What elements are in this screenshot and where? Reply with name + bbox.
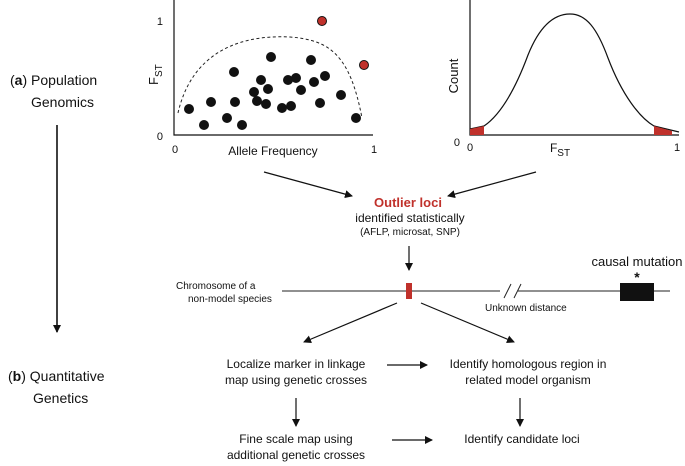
chromosome-label-line2: non-model species	[188, 294, 272, 305]
section-b-label: (b) Quantitative	[8, 368, 105, 384]
fst-scatter-plot: 1 0 0 1 Allele Frequency FST	[146, 0, 377, 158]
scatter-point	[283, 75, 293, 85]
scatter-point	[256, 75, 266, 85]
scatter-y-tick-1: 1	[157, 16, 163, 28]
outlier-point	[359, 60, 369, 70]
histogram-x-tick-1: 1	[674, 142, 680, 154]
scatter-y-axis-label: FST	[146, 64, 165, 85]
homologous-region-line1: Identify homologous region in	[450, 357, 607, 371]
section-a-line2: Genomics	[31, 94, 94, 110]
histogram-x-tick-0: 0	[467, 142, 473, 154]
histogram-x-axis-label: FST	[550, 141, 570, 159]
scatter-x-tick-1: 1	[371, 144, 377, 156]
scatter-point	[261, 99, 271, 109]
marker-to-localize-arrow	[303, 302, 398, 343]
scatter-point	[252, 96, 262, 106]
scatter-point	[336, 90, 346, 100]
scatter-y-tick-0: 0	[157, 131, 163, 143]
homologous-region-line2: related model organism	[465, 373, 590, 387]
outlier-loci-markers: (AFLP, microsat, SNP)	[360, 227, 460, 238]
chromosome: * causal mutation Chromosome of a non-mo…	[176, 254, 683, 314]
scatter-x-tick-0: 0	[172, 144, 178, 156]
scatter-point	[249, 87, 259, 97]
scatter-point	[263, 84, 273, 94]
break-mark-left	[503, 283, 512, 299]
outlier-point	[317, 16, 327, 26]
candidate-loci-text: Identify candidate loci	[464, 432, 579, 446]
scatter-point	[266, 52, 276, 62]
chromosome-label-line1: Chromosome of a	[176, 281, 256, 292]
histogram-axes	[469, 0, 679, 136]
localize-marker-line1: Localize marker in linkage	[227, 357, 366, 371]
fst-density-curve	[469, 13, 680, 133]
marker-to-homolog-arrow	[420, 302, 515, 343]
scatter-points	[184, 16, 369, 130]
scatter-point	[277, 103, 287, 113]
causal-mutation-asterisk: *	[634, 269, 640, 285]
fine-scale-map-line2: additional genetic crosses	[227, 448, 365, 462]
outlier-loci-title: Outlier loci	[374, 195, 442, 210]
scatter-point	[309, 77, 319, 87]
scatter-point	[291, 73, 301, 83]
scatter-point	[237, 120, 247, 130]
left-tail-fill	[470, 126, 484, 135]
section-b-line2: Genetics	[33, 390, 88, 406]
scatter-point	[306, 55, 316, 65]
scatter-point	[320, 71, 330, 81]
histogram-y-axis-label: Count	[446, 58, 461, 93]
scatter-point	[351, 113, 361, 123]
histogram-y-tick-0: 0	[454, 137, 460, 149]
outlier-marker	[406, 283, 412, 299]
break-mark-right	[513, 283, 522, 299]
scatter-x-axis-label: Allele Frequency	[228, 144, 317, 158]
scatter-point	[222, 113, 232, 123]
neutral-envelope-curve	[177, 36, 363, 119]
causal-mutation-block	[620, 283, 654, 301]
histogram-to-outlier-arrow	[447, 171, 537, 199]
outlier-loci-subtitle: identified statistically	[355, 211, 464, 225]
unknown-distance-label: Unknown distance	[485, 303, 567, 314]
scatter-point	[315, 98, 325, 108]
fst-distribution-plot: Count 0 0 1 FST	[446, 0, 680, 159]
scatter-point	[296, 85, 306, 95]
scatter-point	[206, 97, 216, 107]
scatter-point	[184, 104, 194, 114]
fine-scale-map-line1: Fine scale map using	[239, 432, 352, 446]
scatter-point	[199, 120, 209, 130]
scatter-to-outlier-arrow	[263, 171, 353, 199]
scatter-point	[230, 97, 240, 107]
scatter-point	[229, 67, 239, 77]
causal-mutation-label: causal mutation	[591, 254, 682, 269]
localize-marker-line2: map using genetic crosses	[225, 373, 367, 387]
scatter-axes	[173, 0, 373, 136]
right-tail-fill	[654, 126, 672, 135]
scatter-point	[286, 101, 296, 111]
section-a-label: (a) Population	[10, 72, 97, 88]
